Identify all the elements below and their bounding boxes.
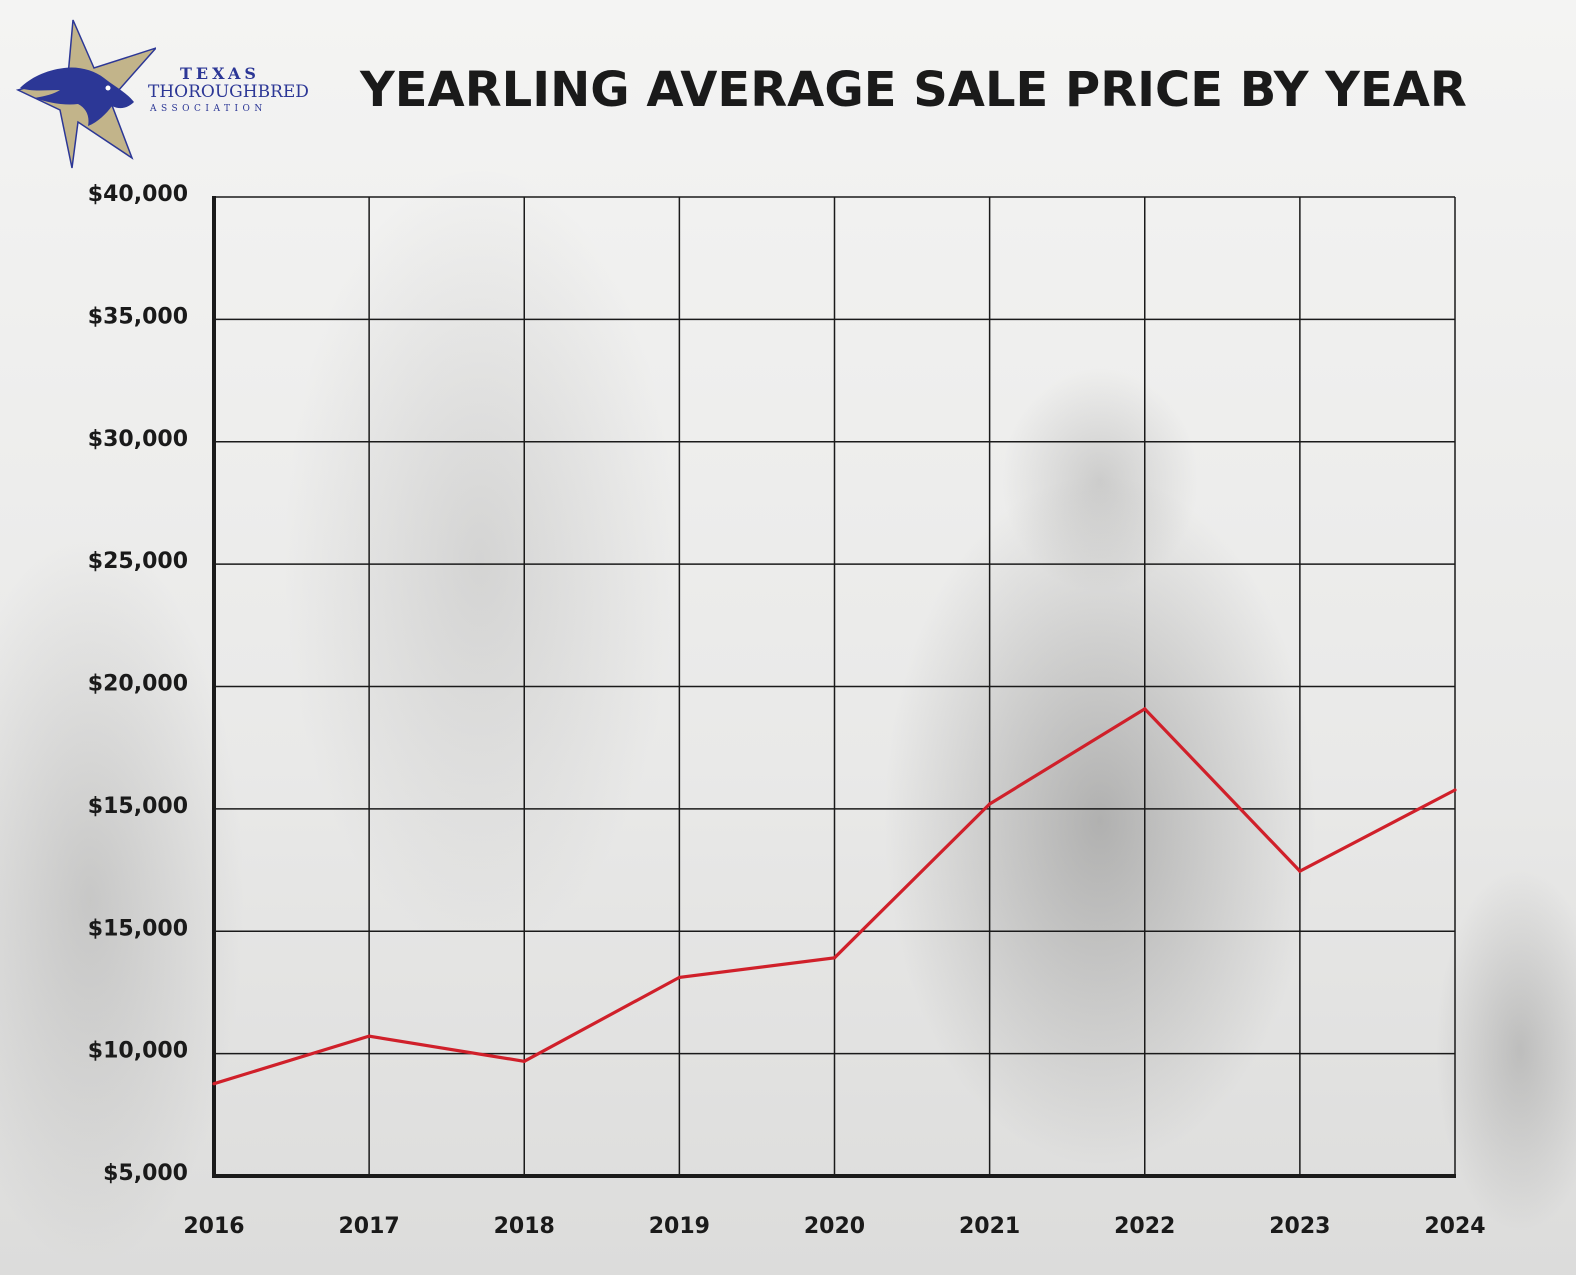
y-tick-label: $35,000 xyxy=(88,304,188,329)
data-point-2022 xyxy=(1143,707,1147,711)
x-tick-label-2017: 2017 xyxy=(339,1214,400,1239)
x-tick-label-2020: 2020 xyxy=(804,1214,865,1239)
texas-thoroughbred-association-logo: TEXAS THOROUGHBRED ASSOCIATION xyxy=(16,18,309,170)
logo-text-association: ASSOCIATION xyxy=(150,104,267,114)
y-tick-label: $15,000 xyxy=(88,916,188,941)
y-tick-label: $20,000 xyxy=(88,672,188,697)
y-tick-label: $40,000 xyxy=(88,182,188,207)
y-tick-label: $25,000 xyxy=(88,549,188,574)
x-tick-label-2018: 2018 xyxy=(494,1214,555,1239)
y-tick-label: $15,000 xyxy=(88,794,188,819)
data-point-2024 xyxy=(1453,788,1457,792)
star-horse-icon xyxy=(16,19,156,169)
x-tick-label-2021: 2021 xyxy=(959,1214,1020,1239)
x-tick-label-2023: 2023 xyxy=(1269,1214,1330,1239)
y-tick-label: $30,000 xyxy=(88,427,188,452)
chart-grid xyxy=(213,196,1456,1177)
chart-series xyxy=(212,706,1457,1086)
x-tick-labels: 2016 2017 2018 2019 2020 2021 2022 2023 2024 xyxy=(183,1214,1485,1239)
data-point-2021 xyxy=(988,802,992,806)
x-tick-label-2024: 2024 xyxy=(1424,1214,1485,1239)
data-point-2017 xyxy=(367,1034,371,1038)
x-tick-label-2019: 2019 xyxy=(649,1214,710,1239)
y-tick-labels: $5,000 $10,000 $15,000 $15,000 $20,000 $25,00… xyxy=(88,182,188,1186)
chart-axes xyxy=(212,196,1456,1178)
y-tick-label: $10,000 xyxy=(88,1039,188,1064)
y-tick-label: $5,000 xyxy=(103,1161,188,1186)
x-tick-label-2016: 2016 xyxy=(183,1214,244,1239)
data-point-2019 xyxy=(677,975,681,980)
data-point-2023 xyxy=(1298,869,1302,873)
chart-title: YEARLING AVERAGE SALE PRICE BY YEAR xyxy=(360,62,1467,118)
data-point-2016 xyxy=(212,1082,216,1086)
data-point-2020 xyxy=(832,956,837,960)
logo-text-thoroughbred: THOROUGHBRED xyxy=(148,82,309,102)
logo-text-texas: TEXAS xyxy=(180,64,260,83)
data-point-2018 xyxy=(522,1059,526,1063)
x-tick-label-2022: 2022 xyxy=(1114,1214,1175,1239)
